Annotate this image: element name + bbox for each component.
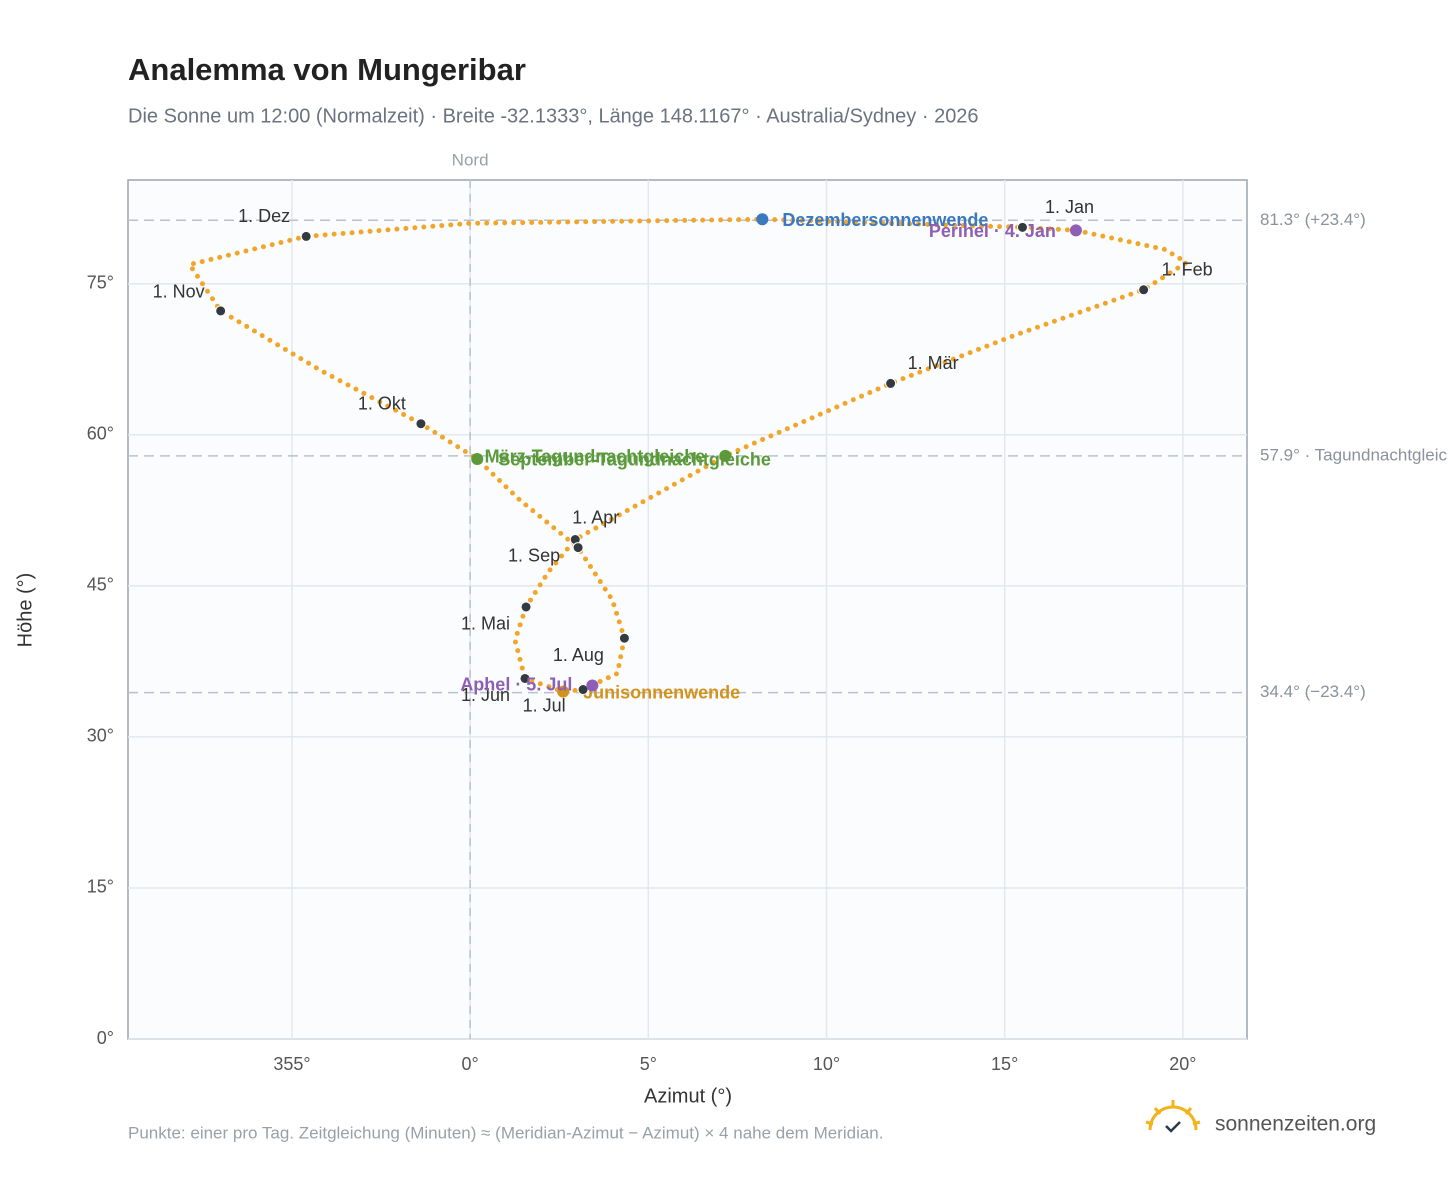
- event-marker: [719, 449, 732, 462]
- y-tick-label: 45°: [87, 575, 114, 595]
- y-tick-label: 60°: [87, 424, 114, 444]
- x-tick-label: 0°: [462, 1054, 479, 1074]
- month-label: 1. Mär: [908, 353, 959, 373]
- month-label: 1. Jan: [1045, 197, 1094, 217]
- month-marker: [520, 601, 532, 613]
- event-marker: [471, 452, 484, 465]
- month-label: 1. Feb: [1162, 260, 1213, 280]
- month-label: 1. Jun: [461, 685, 510, 705]
- x-tick-label: 15°: [991, 1054, 1018, 1074]
- event-label: Dezembersonnenwende: [782, 210, 988, 230]
- y-tick-label: 0°: [97, 1028, 114, 1048]
- y-tick-label: 15°: [87, 877, 114, 897]
- x-tick-label: 5°: [640, 1054, 657, 1074]
- brand-logo: [1145, 1100, 1201, 1133]
- month-label: 1. Aug: [553, 645, 604, 665]
- x-tick-label: 20°: [1169, 1054, 1196, 1074]
- y-tick-label: 75°: [87, 272, 114, 292]
- x-tick-label: 355°: [273, 1054, 310, 1074]
- month-label: 1. Nov: [153, 282, 205, 302]
- event-label: Aphel · 5. Jul: [460, 674, 572, 694]
- event-marker: [756, 213, 769, 226]
- chart-subtitle: Die Sonne um 12:00 (Normalzeit) · Breite…: [128, 105, 979, 127]
- north-label: Nord: [452, 150, 489, 169]
- x-tick-label: 10°: [813, 1054, 840, 1074]
- event-label: Perihel · 4. Jan: [929, 221, 1056, 241]
- event-marker: [1069, 224, 1082, 237]
- month-marker: [885, 377, 897, 389]
- month-marker: [300, 230, 312, 242]
- plot-area: [127, 179, 1248, 1040]
- x-axis-label: Azimut (°): [644, 1085, 732, 1107]
- event-label: Junisonnenwende: [583, 682, 740, 702]
- reference-label: 81.3° (+23.4°): [1260, 210, 1366, 229]
- month-marker: [1016, 221, 1028, 233]
- month-marker: [618, 632, 630, 644]
- event-label: September-Tagundnachtgleiche: [498, 450, 771, 470]
- month-label: 1. Mai: [461, 614, 510, 634]
- month-label: 1. Jul: [523, 695, 566, 715]
- month-marker: [1138, 284, 1150, 296]
- month-marker: [572, 542, 584, 554]
- month-label: 1. Okt: [358, 393, 406, 413]
- event-label: März-Tagundnachtgleiche: [485, 447, 706, 467]
- reference-label: 34.4° (−23.4°): [1260, 682, 1366, 701]
- event-marker: [586, 679, 599, 692]
- event-marker: [557, 685, 570, 698]
- month-label: 1. Sep: [508, 545, 560, 565]
- month-marker: [519, 672, 531, 684]
- y-axis-label: Höhe (°): [14, 573, 36, 648]
- brand: sonnenzeiten.org: [1215, 1113, 1376, 1136]
- footnote: Punkte: einer pro Tag. Zeitgleichung (Mi…: [128, 1123, 884, 1142]
- month-marker: [215, 305, 227, 317]
- chart-title: Analemma von Mungeribar: [128, 52, 526, 87]
- month-marker: [415, 418, 427, 430]
- month-label: 1. Apr: [572, 507, 619, 527]
- reference-label: 57.9° · Tagundnachtgleiche: [1260, 445, 1448, 464]
- month-label: 1. Dez: [238, 206, 290, 226]
- y-tick-label: 30°: [87, 726, 114, 746]
